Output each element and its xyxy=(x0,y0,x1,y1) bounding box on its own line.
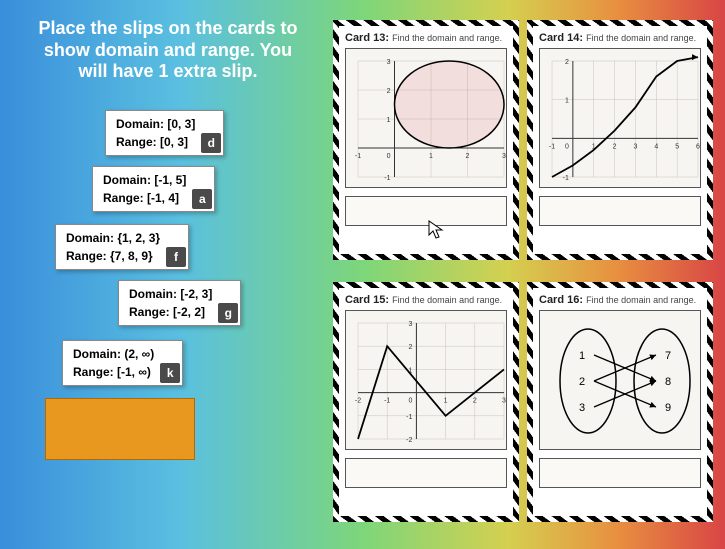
card-13[interactable]: Card 13: Find the domain and range. -1 1 2 3… xyxy=(333,20,519,260)
slip-domain: Domain: {1, 2, 3} xyxy=(66,229,160,247)
svg-text:3: 3 xyxy=(502,153,506,160)
slip-range: Range: {7, 8, 9} xyxy=(66,247,160,265)
svg-text:2: 2 xyxy=(613,143,617,150)
slip-domain: Domain: [0, 3] xyxy=(116,115,195,133)
slip-range: Range: [-2, 2] xyxy=(129,303,212,321)
svg-text:0: 0 xyxy=(387,153,391,160)
svg-text:1: 1 xyxy=(444,398,448,405)
slip-range: Range: [0, 3] xyxy=(116,133,195,151)
slip-range: Range: [-1, ∞) xyxy=(73,363,154,381)
card-15[interactable]: Card 15: Find the domain and range. -2 -1 1… xyxy=(333,282,519,522)
svg-text:2: 2 xyxy=(565,59,569,66)
svg-text:1: 1 xyxy=(387,117,391,124)
card-answer-box[interactable] xyxy=(539,458,701,488)
card-graph: 1 2 3 7 8 9 xyxy=(539,310,701,450)
svg-text:1: 1 xyxy=(579,350,585,362)
card-answer-box[interactable] xyxy=(345,196,507,226)
svg-text:8: 8 xyxy=(665,376,671,388)
svg-text:-1: -1 xyxy=(384,398,390,405)
card-graph: -2-1123-2-11230 xyxy=(345,310,507,450)
svg-text:7: 7 xyxy=(665,350,671,362)
svg-text:2: 2 xyxy=(466,153,470,160)
svg-text:3: 3 xyxy=(579,402,585,414)
card-title: Card 14: Find the domain and range. xyxy=(539,32,701,44)
slip-d[interactable]: Domain: [0, 3]Range: [0, 3] d xyxy=(105,110,224,156)
card-title: Card 16: Find the domain and range. xyxy=(539,294,701,306)
svg-text:-2: -2 xyxy=(355,398,361,405)
slip-letter: a xyxy=(192,189,212,209)
svg-text:-2: -2 xyxy=(406,437,412,444)
card-graph: -1123456-1120 xyxy=(539,48,701,188)
svg-text:2: 2 xyxy=(473,398,477,405)
drop-zone[interactable] xyxy=(45,398,195,460)
svg-text:-1: -1 xyxy=(549,143,555,150)
svg-text:9: 9 xyxy=(665,402,671,414)
svg-text:3: 3 xyxy=(633,143,637,150)
svg-text:-1: -1 xyxy=(406,414,412,421)
svg-text:-1: -1 xyxy=(355,153,361,160)
card-answer-box[interactable] xyxy=(539,196,701,226)
card-graph: -1 1 2 3 -1 1 2 3 0 xyxy=(345,48,507,188)
slip-range: Range: [-1, 4] xyxy=(103,189,186,207)
svg-text:3: 3 xyxy=(408,321,412,328)
card-title: Card 15: Find the domain and range. xyxy=(345,294,507,306)
svg-text:-1: -1 xyxy=(563,175,569,182)
svg-text:1: 1 xyxy=(565,98,569,105)
card-title: Card 13: Find the domain and range. xyxy=(345,32,507,44)
slip-k[interactable]: Domain: (2, ∞)Range: [-1, ∞) k xyxy=(62,340,183,386)
slip-letter: f xyxy=(166,247,186,267)
svg-text:5: 5 xyxy=(675,143,679,150)
svg-text:2: 2 xyxy=(579,376,585,388)
svg-text:3: 3 xyxy=(502,398,506,405)
svg-text:3: 3 xyxy=(387,59,391,66)
slip-domain: Domain: [-1, 5] xyxy=(103,171,186,189)
slip-domain: Domain: [-2, 3] xyxy=(129,285,212,303)
instructions-text: Place the slips on the cards to show dom… xyxy=(28,18,308,83)
svg-text:1: 1 xyxy=(429,153,433,160)
svg-text:-1: -1 xyxy=(384,175,390,182)
slip-letter: d xyxy=(201,133,221,153)
card-16[interactable]: Card 16: Find the domain and range. 1 2 3 7 8… xyxy=(527,282,713,522)
slip-f[interactable]: Domain: {1, 2, 3}Range: {7, 8, 9} f xyxy=(55,224,189,270)
slip-a[interactable]: Domain: [-1, 5]Range: [-1, 4] a xyxy=(92,166,215,212)
card-14[interactable]: Card 14: Find the domain and range. -1 1 2 3… xyxy=(527,20,713,260)
svg-text:2: 2 xyxy=(408,344,412,351)
svg-text:6: 6 xyxy=(696,143,700,150)
svg-text:2: 2 xyxy=(387,88,391,95)
svg-text:0: 0 xyxy=(408,398,412,405)
slip-letter: k xyxy=(160,363,180,383)
slip-domain: Domain: (2, ∞) xyxy=(73,345,154,363)
card-answer-box[interactable] xyxy=(345,458,507,488)
svg-text:4: 4 xyxy=(654,143,658,150)
slip-g[interactable]: Domain: [-2, 3]Range: [-2, 2] g xyxy=(118,280,241,326)
slip-letter: g xyxy=(218,303,238,323)
svg-text:0: 0 xyxy=(565,143,569,150)
